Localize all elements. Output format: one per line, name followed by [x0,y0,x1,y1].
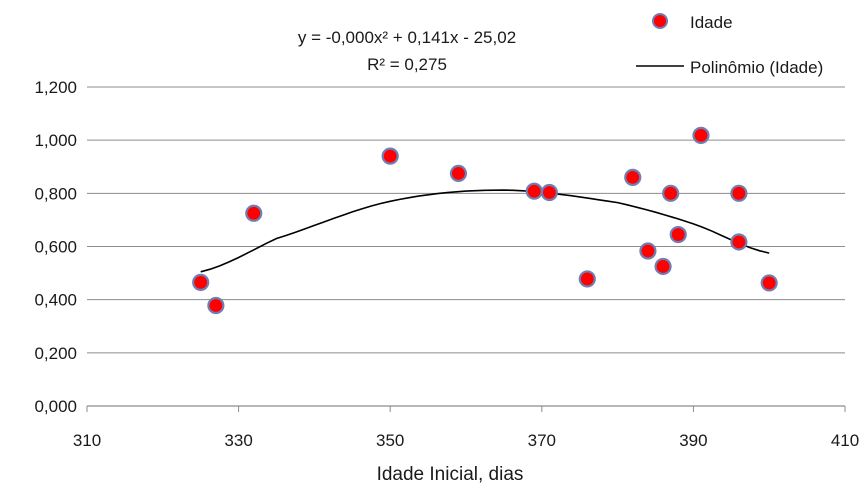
x-tick-label: 330 [224,431,252,450]
x-tick-label: 390 [679,431,707,450]
y-tick-labels: 0,000 0,200 0,400 0,600 0,800 1,000 1,200 [34,78,77,416]
data-point [669,225,687,244]
data-point [449,164,468,182]
data-point [624,168,642,186]
data-points [192,126,778,315]
x-tick-label: 410 [831,431,859,450]
data-point [730,184,748,202]
legend: Idade Polinômio (Idade) [636,13,823,77]
equation-line-2: R² = 0,275 [367,55,447,74]
data-point [245,204,263,222]
x-tick-label: 310 [73,431,101,450]
y-tick-label: 0,400 [34,291,77,310]
x-tick-label: 350 [376,431,404,450]
axes [86,405,846,412]
y-tick-label: 1,000 [34,131,77,150]
data-point [654,257,672,276]
data-point [192,273,210,291]
x-axis-title: Idade Inicial, dias [377,464,524,485]
equation-line-1: y = -0,000x² + 0,141x - 25,02 [298,28,516,47]
data-point [662,184,680,202]
grid-lines [87,86,845,354]
y-tick-label: 0,200 [34,344,77,363]
y-tick-label: 0,000 [34,397,77,416]
legend-label-polinomio: Polinômio (Idade) [690,58,823,77]
data-point [540,183,558,202]
data-point [381,147,399,165]
legend-marker-idade [652,13,668,29]
trendline-curve [200,189,770,273]
trendline [200,189,770,273]
data-point [207,296,225,315]
y-tick-label: 0,800 [34,184,77,203]
data-point [692,126,710,144]
trendline-equation: y = -0,000x² + 0,141x - 25,02 R² = 0,275 [298,28,516,74]
data-point [525,182,543,200]
y-tick-label: 0,600 [34,238,77,257]
legend-label-idade: Idade [690,13,733,32]
x-tick-labels: 310 330 350 370 390 410 [73,431,859,450]
data-point [639,242,657,260]
x-tick-label: 370 [528,431,556,450]
y-tick-label: 1,200 [34,78,77,97]
data-point [578,270,596,288]
data-point [760,274,778,292]
data-point [730,233,748,251]
